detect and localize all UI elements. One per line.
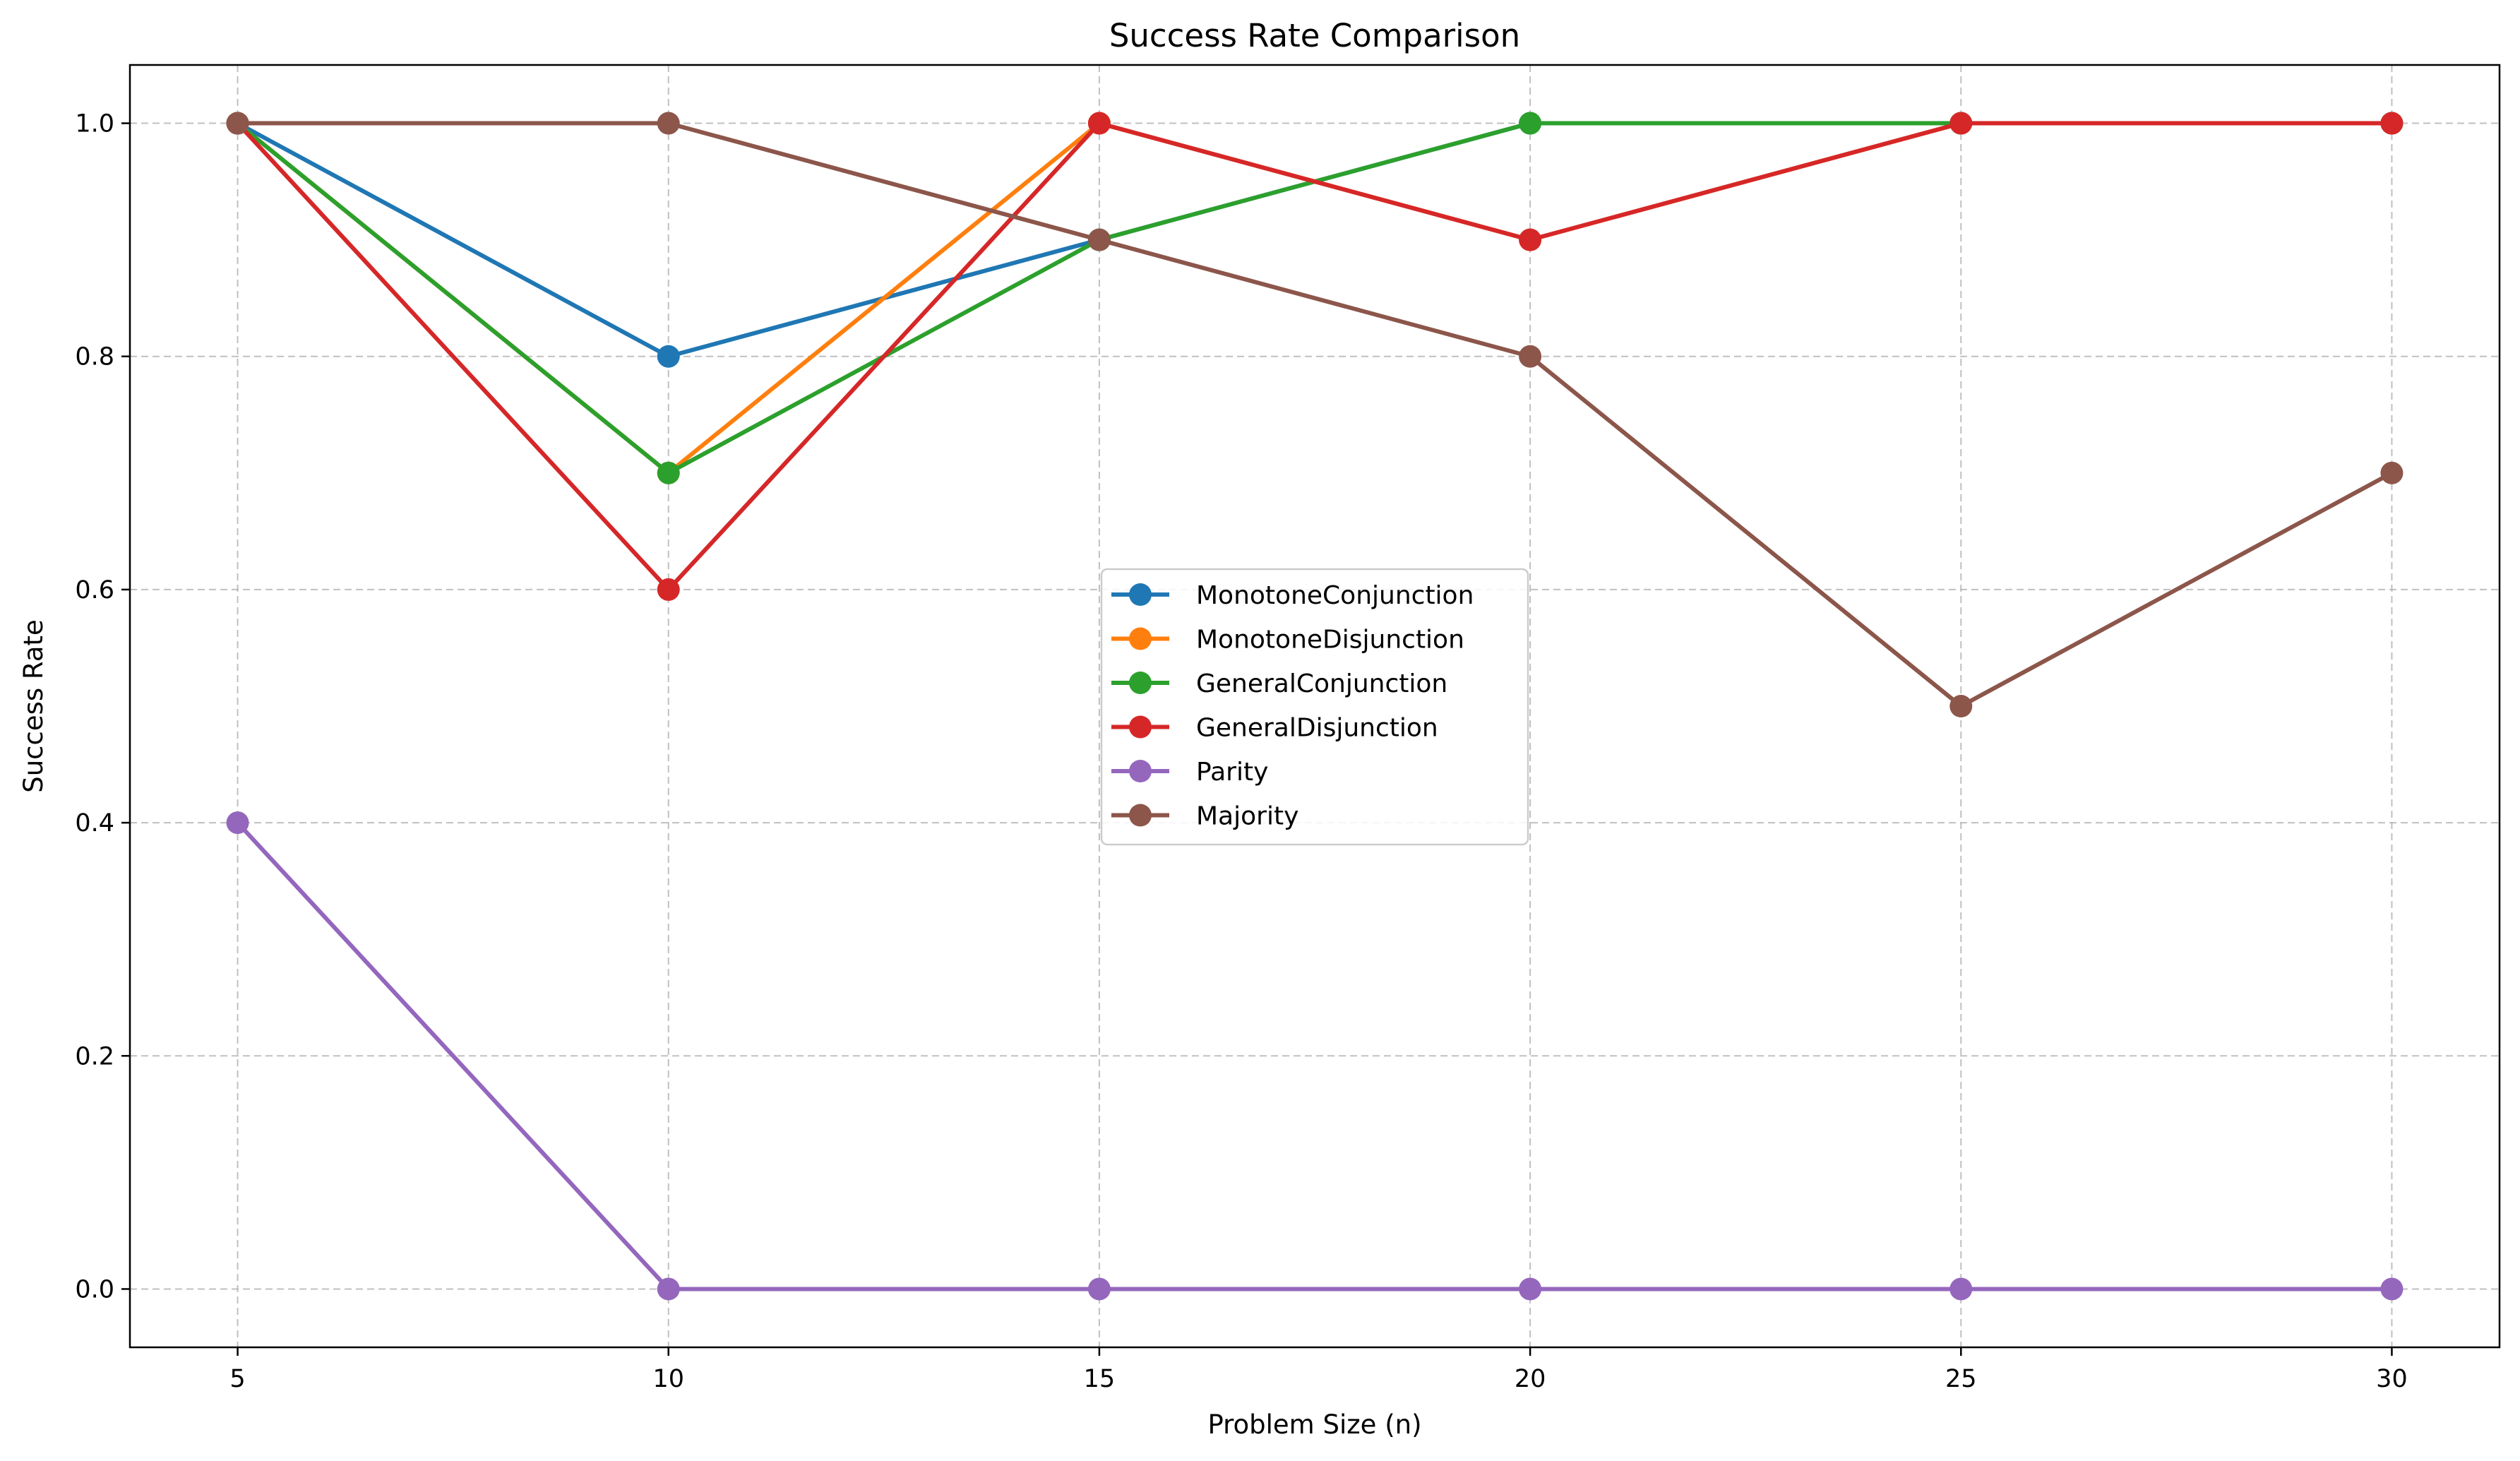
y-tick-label: 0.0: [75, 1275, 114, 1304]
legend-marker: [1129, 672, 1152, 694]
legend-marker: [1129, 627, 1152, 650]
legend-item: Parity: [1111, 758, 1268, 787]
x-axis-label: Problem Size (n): [1207, 1409, 1421, 1440]
legend-item: GeneralConjunction: [1111, 669, 1447, 698]
data-point: [1949, 1277, 1973, 1301]
data-point: [1087, 228, 1111, 251]
data-point: [1519, 1277, 1542, 1301]
legend-item: MonotoneDisjunction: [1111, 626, 1464, 655]
legend-item: Majority: [1111, 802, 1298, 831]
data-point: [657, 345, 680, 368]
y-tick-label: 0.8: [75, 343, 114, 371]
y-tick-label: 0.6: [75, 576, 114, 604]
data-point: [1519, 228, 1542, 251]
legend-label: GeneralConjunction: [1196, 669, 1447, 698]
x-tick-label: 15: [1084, 1365, 1116, 1393]
series-line: [235, 121, 2394, 592]
series-GeneralDisjunction: [226, 112, 2403, 601]
x-tick-label: 20: [1515, 1365, 1546, 1393]
data-point: [2380, 1277, 2403, 1301]
legend-item: MonotoneConjunction: [1111, 581, 1474, 610]
y-axis-label: Success Rate: [18, 619, 49, 793]
data-point: [1949, 112, 1973, 135]
legend-marker: [1129, 715, 1152, 739]
series-lines: [226, 112, 2403, 1301]
data-point: [1519, 345, 1542, 368]
x-tick-label: 30: [2376, 1365, 2408, 1393]
data-point: [657, 578, 680, 601]
series-line: [235, 121, 2394, 708]
grid-lines: [130, 65, 2500, 1347]
chart-title: Success Rate Comparison: [1109, 17, 1520, 54]
data-point: [657, 461, 680, 484]
series-line: [235, 821, 2394, 1292]
series-Parity: [226, 811, 2403, 1301]
data-point: [1087, 1277, 1111, 1301]
legend-marker: [1129, 583, 1152, 606]
legend-marker: [1129, 760, 1152, 782]
x-tick-label: 5: [229, 1365, 245, 1393]
data-point: [1949, 695, 1973, 717]
data-point: [226, 811, 249, 835]
data-point: [657, 112, 680, 135]
legend-label: Parity: [1196, 758, 1268, 787]
data-point: [2380, 461, 2403, 484]
legend-label: Majority: [1196, 802, 1298, 831]
plot-area-frame: [129, 64, 2501, 1349]
legend-label: MonotoneConjunction: [1196, 581, 1474, 610]
data-point: [2380, 112, 2403, 135]
y-tick-label: 1.0: [75, 110, 114, 138]
x-tick-label: 10: [652, 1365, 684, 1393]
data-point: [657, 1277, 680, 1301]
x-tick-label: 25: [1945, 1365, 1977, 1393]
data-point: [1519, 112, 1542, 135]
y-tick-label: 0.4: [75, 809, 114, 837]
data-point: [226, 112, 249, 135]
legend-label: MonotoneDisjunction: [1196, 626, 1464, 655]
y-tick-label: 0.2: [75, 1042, 114, 1071]
legend-box: [1100, 568, 1529, 846]
legend: MonotoneConjunction MonotoneDisjunction Ge…: [1100, 568, 1529, 846]
data-point: [1087, 112, 1111, 135]
axis-ticks: 5 10 15 20 25 30 0.0 0.2 0.4 0.6 0.8 1.0: [75, 110, 2407, 1393]
legend-item: GeneralDisjunction: [1111, 714, 1438, 743]
legend-label: GeneralDisjunction: [1196, 714, 1438, 743]
legend-marker: [1129, 804, 1152, 827]
series-Majority: [226, 112, 2403, 717]
